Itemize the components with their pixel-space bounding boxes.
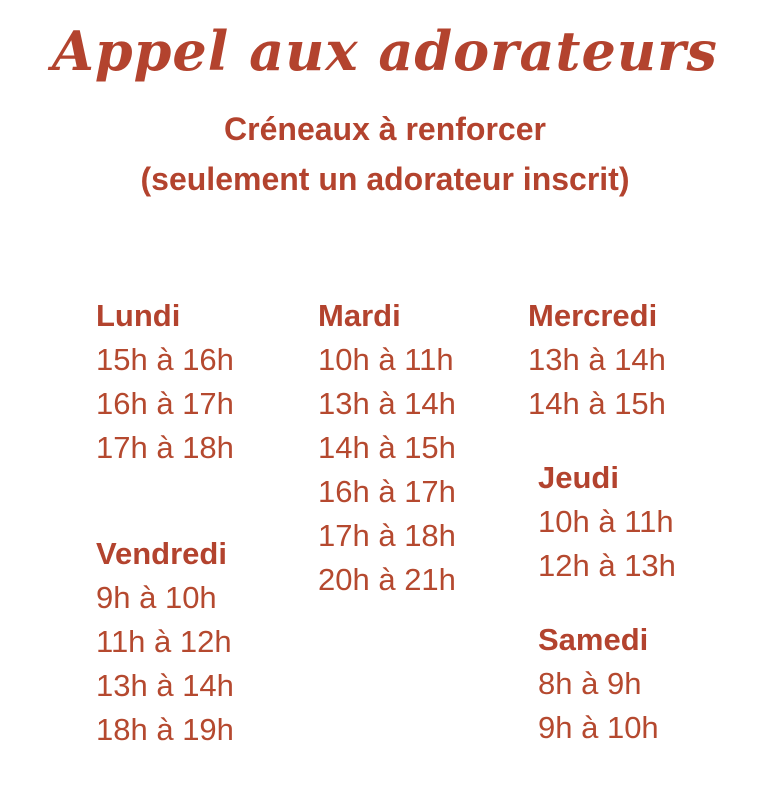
time-slot: 13h à 14h bbox=[96, 668, 234, 703]
time-slot: 9h à 10h bbox=[538, 710, 659, 745]
day-group: Mardi 10h à 11h 13h à 14h 14h à 15h 16h à 17… bbox=[318, 294, 528, 602]
day-header: Lundi bbox=[96, 298, 181, 333]
subtitle-line-2: (seulement un adorateur inscrit) bbox=[140, 161, 630, 197]
day-header: Mercredi bbox=[528, 298, 658, 333]
time-slot: 15h à 16h bbox=[96, 342, 234, 377]
day-header: Jeudi bbox=[538, 460, 619, 495]
schedule-column-1: Lundi 15h à 16h 16h à 17h 17h à 18h Vendredi… bbox=[96, 294, 318, 752]
subtitle: Créneaux à renforcer (seulement un adora… bbox=[0, 104, 770, 204]
day-group: Jeudi 10h à 11h 12h à 13h bbox=[538, 456, 758, 588]
time-slot: 17h à 18h bbox=[96, 430, 234, 465]
day-header: Samedi bbox=[538, 622, 649, 657]
day-group: Vendredi 9h à 10h 11h à 12h 13h à 14h 18h à … bbox=[96, 532, 318, 752]
time-slot: 13h à 14h bbox=[318, 386, 456, 421]
day-header: Mardi bbox=[318, 298, 401, 333]
time-slot: 13h à 14h bbox=[528, 342, 666, 377]
time-slot: 10h à 11h bbox=[538, 504, 674, 539]
time-slot: 18h à 19h bbox=[96, 712, 234, 747]
time-slot: 9h à 10h bbox=[96, 580, 217, 615]
time-slot: 11h à 12h bbox=[96, 624, 232, 659]
schedule-column-3: Mercredi 13h à 14h 14h à 15h Jeudi 10h à 11h… bbox=[528, 294, 758, 750]
time-slot: 10h à 11h bbox=[318, 342, 454, 377]
time-slot: 14h à 15h bbox=[528, 386, 666, 421]
time-slot: 20h à 21h bbox=[318, 562, 456, 597]
schedule-grid: Lundi 15h à 16h 16h à 17h 17h à 18h Vendredi… bbox=[0, 294, 770, 752]
day-group: Samedi 8h à 9h 9h à 10h bbox=[538, 618, 758, 750]
subtitle-line-1: Créneaux à renforcer bbox=[224, 111, 546, 147]
time-slot: 16h à 17h bbox=[318, 474, 456, 509]
time-slot: 16h à 17h bbox=[96, 386, 234, 421]
day-group: Mercredi 13h à 14h 14h à 15h bbox=[528, 294, 758, 426]
day-group: Lundi 15h à 16h 16h à 17h 17h à 18h bbox=[96, 294, 318, 470]
page-title: Appel aux adorateurs bbox=[52, 19, 718, 83]
time-slot: 14h à 15h bbox=[318, 430, 456, 465]
time-slot: 12h à 13h bbox=[538, 548, 676, 583]
day-header: Vendredi bbox=[96, 536, 227, 571]
schedule-column-2: Mardi 10h à 11h 13h à 14h 14h à 15h 16h à 17… bbox=[318, 294, 528, 602]
time-slot: 17h à 18h bbox=[318, 518, 456, 553]
time-slot: 8h à 9h bbox=[538, 666, 642, 701]
